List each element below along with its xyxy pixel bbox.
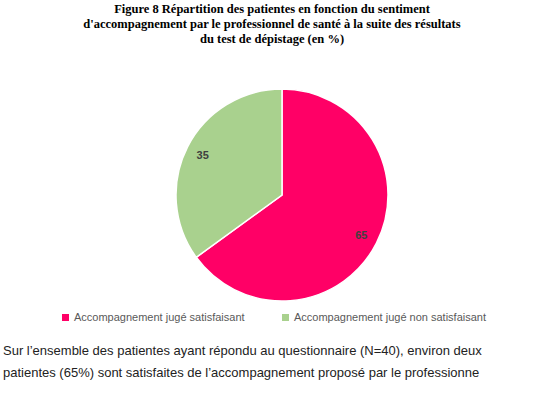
pie xyxy=(176,89,388,301)
paragraph-line: Sur l’ensemble des patientes ayant répon… xyxy=(3,343,482,358)
data-label: 35 xyxy=(197,149,209,161)
legend-swatch xyxy=(282,314,289,321)
paragraph-line: patientes (65%) sont satisfaites de l’ac… xyxy=(3,365,479,380)
legend-label: Accompagnement jugé non satisfaisant xyxy=(294,311,486,323)
data-label: 65 xyxy=(355,229,367,241)
title: Figure 8 Répartition des patientes en fo… xyxy=(83,2,460,46)
pie-slice xyxy=(176,89,282,257)
legend-label: Accompagnement jugé satisfaisant xyxy=(74,311,245,323)
legend: Accompagnement jugé satisfaisant Accompag… xyxy=(62,311,486,323)
legend-swatch xyxy=(62,314,69,321)
